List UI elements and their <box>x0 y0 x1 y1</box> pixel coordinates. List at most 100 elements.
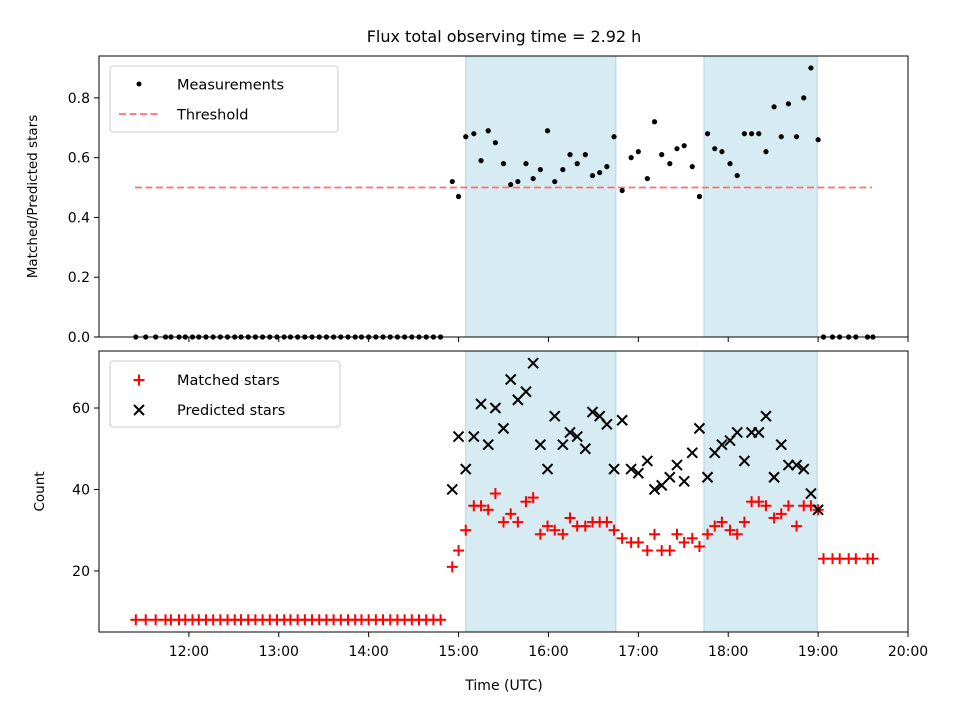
matched-star-marker <box>702 528 714 540</box>
measurement-point <box>763 149 769 155</box>
top-band-0 <box>465 55 617 338</box>
predicted-star-marker <box>489 402 502 414</box>
matched-star-marker <box>724 524 736 536</box>
matched-star-marker <box>489 488 501 500</box>
marker-stroke <box>564 426 576 439</box>
measurement-point <box>727 161 733 167</box>
matched-star-marker <box>564 512 576 524</box>
bottom-axis-ticks: 12:00 13:00 14:00 15:00 16:00 17:00 18:00 19:00… <box>72 401 928 660</box>
marker-stroke <box>534 438 547 451</box>
predicted-star-marker <box>641 455 654 467</box>
marker-stroke <box>452 430 465 443</box>
y-tick-label: 20 <box>72 564 90 580</box>
measurement-point <box>628 155 634 161</box>
predicted-star-marker <box>549 410 561 422</box>
marker-stroke <box>446 483 458 496</box>
measurement-point <box>667 161 673 167</box>
matched-star-marker <box>782 500 794 512</box>
legend-measurement-marker <box>136 81 142 87</box>
predicted-star-marker <box>497 422 510 435</box>
marker-stroke <box>520 386 532 398</box>
measurement-point <box>544 128 551 134</box>
matched-star-marker <box>579 520 591 532</box>
matched-star-marker <box>716 516 728 528</box>
predicted-star-marker <box>527 357 539 369</box>
top-band-1 <box>703 55 818 338</box>
x-tick-label: 12:00 <box>169 644 209 660</box>
predicted-star-marker <box>468 430 480 443</box>
marker-stroke <box>805 487 817 500</box>
legend-matched-marker <box>133 374 145 386</box>
measurement-point <box>582 152 588 158</box>
measurement-point <box>689 164 695 170</box>
predicted-star-marker <box>460 463 472 475</box>
matched-star-marker <box>731 528 743 540</box>
predicted-star-marker <box>805 487 817 500</box>
bottom-y-axis-label: Count <box>32 471 48 511</box>
predicted-star-marker <box>716 438 728 451</box>
matched-star-marker <box>542 520 554 532</box>
marker-stroke <box>812 504 824 516</box>
marker-stroke <box>686 447 698 459</box>
marker-stroke <box>798 463 810 475</box>
measurement-point <box>619 187 625 194</box>
marker-stroke <box>489 402 502 414</box>
predicted-star-marker <box>564 426 576 439</box>
measurement-point <box>704 131 711 137</box>
predicted-star-marker <box>760 410 772 422</box>
y-tick-label: 0.8 <box>68 91 90 107</box>
matched-star-marker <box>520 496 532 508</box>
y-tick-label: 0.4 <box>68 210 90 226</box>
measurement-point <box>515 178 521 185</box>
matched-star-marker <box>850 553 862 565</box>
y-tick-label: 0.2 <box>68 270 90 286</box>
measurement-point <box>478 158 484 164</box>
measurement-point <box>449 178 455 185</box>
x-tick-label: 16:00 <box>528 644 568 660</box>
x-tick-label: 15:00 <box>438 644 478 660</box>
predicted-star-marker <box>671 459 683 471</box>
predicted-stars-markers <box>446 357 824 516</box>
predicted-star-marker <box>664 471 676 483</box>
predicted-star-marker <box>625 463 637 475</box>
marker-stroke <box>527 357 539 369</box>
measurement-point <box>771 104 777 110</box>
measurement-point <box>681 143 687 149</box>
matched-star-marker <box>641 545 653 557</box>
marker-stroke <box>775 438 787 451</box>
predicted-star-marker <box>534 438 547 451</box>
marker-stroke <box>549 410 561 422</box>
predicted-star-marker <box>571 430 583 443</box>
marker-stroke <box>641 455 654 467</box>
predicted-star-marker <box>557 438 569 451</box>
x-tick-label: 18:00 <box>708 644 748 660</box>
measurement-point <box>696 193 703 200</box>
matched-star-marker <box>435 614 447 626</box>
predicted-star-marker <box>731 426 743 439</box>
measurement-point <box>455 193 462 200</box>
predicted-star-marker <box>632 467 645 479</box>
matched-star-marker <box>140 614 152 626</box>
matched-star-marker <box>527 492 539 504</box>
y-tick-label: 0.0 <box>68 330 90 346</box>
matched-star-marker <box>549 524 561 536</box>
measurement-point <box>500 161 507 167</box>
marker-stroke <box>648 483 661 496</box>
marker-stroke <box>601 418 613 431</box>
matched-star-marker <box>130 614 142 626</box>
matched-star-marker <box>453 545 465 557</box>
predicted-star-marker <box>586 406 599 418</box>
predicted-star-marker <box>452 430 465 443</box>
measurement-point <box>492 140 499 146</box>
marker-stroke <box>678 475 690 488</box>
matched-star-marker <box>608 524 620 536</box>
bottom-plot-frame <box>98 350 909 633</box>
measurement-point <box>815 137 821 143</box>
x-tick-label: 13:00 <box>259 644 299 660</box>
measurement-point <box>734 172 740 179</box>
matched-star-marker <box>498 516 509 528</box>
predicted-star-marker <box>608 463 620 475</box>
legend-matched-label: Matched stars <box>177 373 280 389</box>
marker-stroke <box>632 467 645 479</box>
